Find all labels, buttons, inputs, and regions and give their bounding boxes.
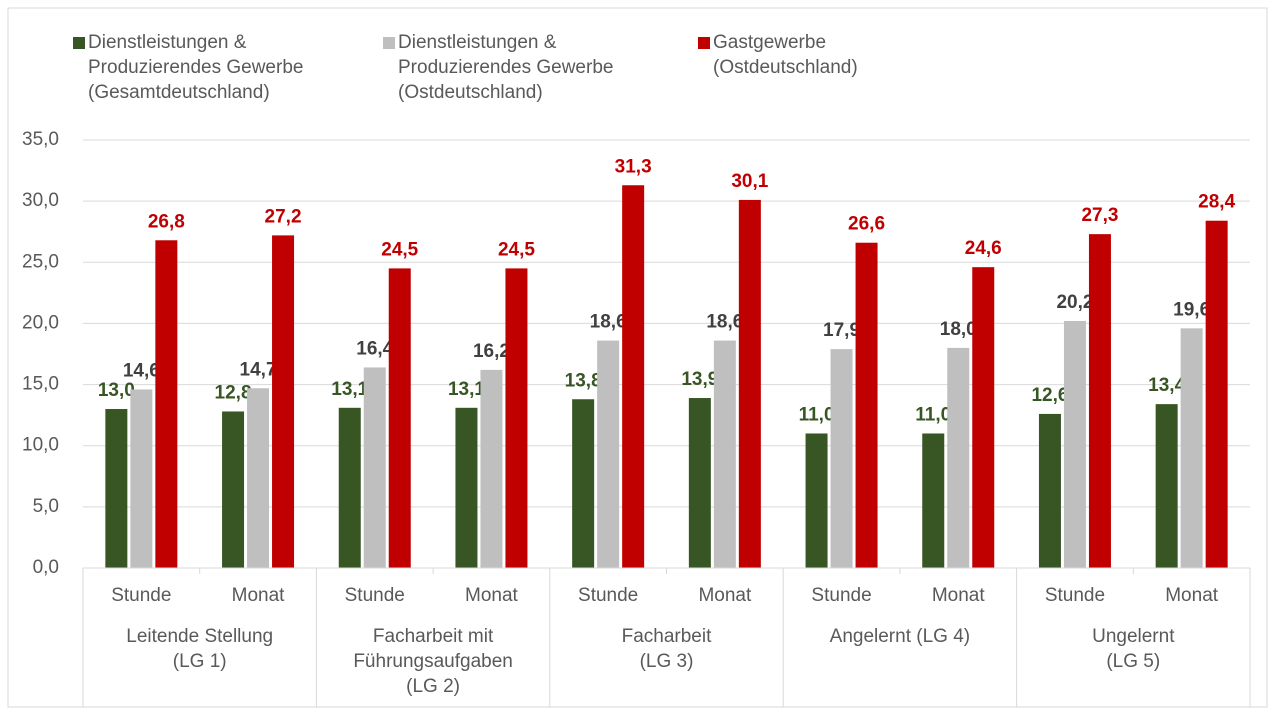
data-label: 14,6 (123, 360, 160, 381)
bar (105, 409, 128, 568)
data-label: 28,4 (1198, 192, 1235, 213)
bar (947, 347, 970, 568)
chart-border (7, 7, 1268, 708)
bar (830, 349, 853, 568)
x-tick-label: Stunde (345, 585, 405, 606)
x-tick-label: Stunde (578, 585, 638, 606)
legend-swatch (73, 37, 85, 49)
data-label: 13,0 (98, 380, 135, 401)
data-label: 24,5 (381, 239, 418, 260)
bar (247, 388, 270, 568)
bar (922, 433, 945, 568)
bar (1155, 404, 1178, 568)
data-label: 14,7 (240, 359, 277, 380)
x-tick-label: Monat (232, 585, 286, 606)
data-label: 18,0 (940, 319, 977, 340)
data-label: 26,6 (848, 214, 885, 235)
group-label: Leitende Stellung (LG 1) (126, 626, 274, 672)
x-tick-label: Monat (465, 585, 519, 606)
x-tick-label: Stunde (1045, 585, 1105, 606)
y-tick-label: 30,0 (22, 190, 59, 211)
data-label: 13,1 (331, 379, 368, 400)
y-tick-label: 15,0 (22, 374, 59, 395)
legend-label: Dienstleistungen & Produzierendes Gewerb… (398, 32, 614, 103)
bar (1063, 320, 1086, 568)
data-label: 11,0 (799, 405, 835, 426)
group-label: Facharbeit (LG 3) (621, 626, 712, 672)
bar (1088, 234, 1111, 568)
bar (622, 185, 645, 568)
bar (1180, 328, 1203, 568)
data-label: 24,5 (498, 239, 535, 260)
y-tick-label: 5,0 (33, 496, 59, 517)
bar (1038, 413, 1061, 568)
bar (972, 267, 995, 568)
bar (338, 407, 361, 568)
x-tick-label: Monat (1165, 585, 1219, 606)
data-label: 16,2 (473, 341, 510, 362)
group-label: Facharbeit mit Führungsaufgaben (LG 2) (353, 626, 513, 697)
data-label: 26,8 (148, 211, 185, 232)
data-label: 31,3 (615, 156, 652, 177)
bar (855, 242, 878, 568)
bar (222, 411, 245, 568)
bar (272, 235, 295, 568)
data-label: 30,1 (731, 171, 768, 192)
bar (597, 340, 620, 568)
data-label: 16,4 (356, 338, 393, 359)
bar (713, 340, 736, 568)
data-label: 27,2 (265, 206, 302, 227)
bar (688, 398, 711, 568)
data-label: 20,2 (1056, 292, 1093, 313)
data-label: 12,6 (1031, 385, 1068, 406)
y-tick-label: 0,0 (33, 557, 59, 578)
bar (572, 399, 595, 568)
bar (1205, 220, 1228, 569)
data-label: 13,9 (681, 369, 718, 390)
x-tick-label: Stunde (111, 585, 171, 606)
data-label: 24,6 (965, 238, 1002, 259)
bar (155, 240, 178, 568)
y-tick-label: 35,0 (22, 129, 59, 150)
data-label: 27,3 (1081, 205, 1118, 226)
data-label: 18,6 (590, 312, 627, 333)
data-label: 19,6 (1173, 299, 1210, 320)
data-label: 13,4 (1148, 375, 1185, 396)
data-label: 11,0 (915, 405, 951, 426)
bar (455, 407, 478, 568)
legend-label: Dienstleistungen & Produzierendes Gewerb… (88, 32, 304, 103)
bar (480, 369, 503, 568)
y-tick-label: 10,0 (22, 435, 59, 456)
x-tick-label: Stunde (811, 585, 871, 606)
data-label: 13,1 (448, 379, 485, 400)
data-label: 18,6 (706, 312, 743, 333)
legend-swatch (383, 37, 395, 49)
data-label: 17,9 (823, 320, 860, 341)
bar (805, 433, 828, 568)
x-tick-label: Monat (932, 585, 986, 606)
bar (130, 389, 153, 568)
data-label: 12,8 (215, 382, 252, 403)
bar (388, 268, 411, 568)
group-label: Ungelernt (LG 5) (1092, 626, 1175, 672)
bar (363, 367, 386, 568)
y-tick-label: 25,0 (22, 251, 59, 272)
bar (738, 199, 761, 569)
data-label: 13,8 (565, 370, 602, 391)
legend-swatch (698, 37, 710, 49)
legend-label: Gastgewerbe (Ostdeutschland) (713, 32, 858, 78)
group-label: Angelernt (LG 4) (829, 626, 971, 647)
y-tick-label: 20,0 (22, 312, 59, 333)
bar (505, 268, 528, 568)
x-tick-label: Monat (698, 585, 752, 606)
